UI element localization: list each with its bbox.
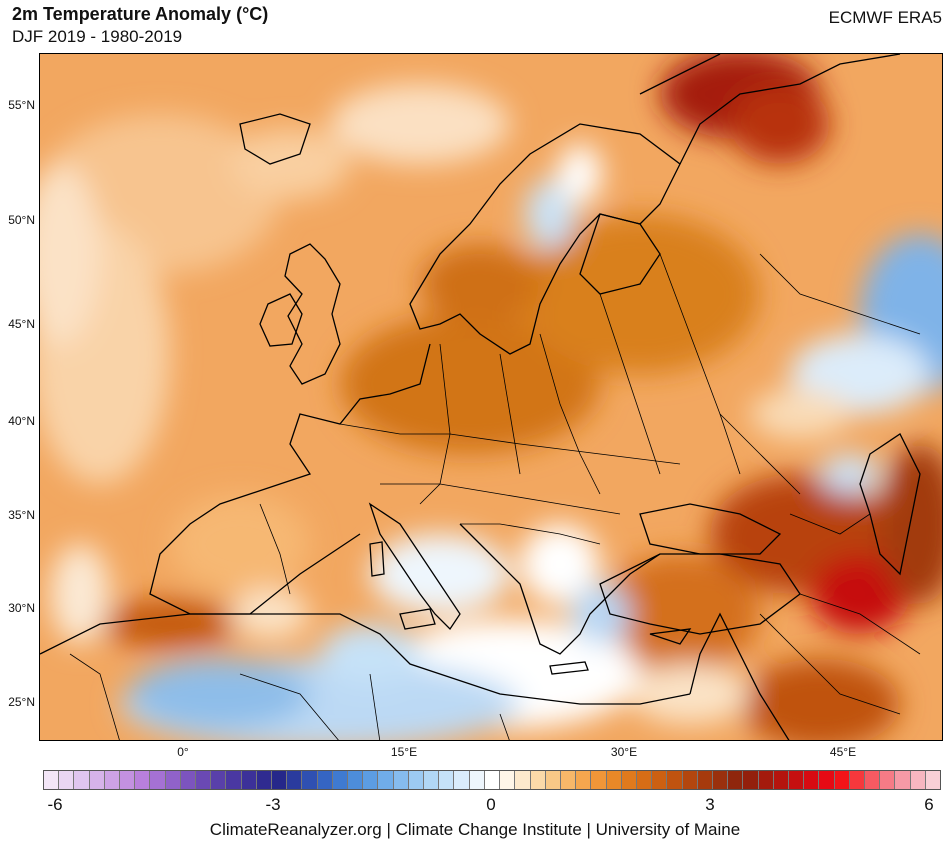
colorbar-swatch — [895, 771, 911, 789]
lat-label: 30°N — [8, 601, 35, 615]
colorbar-tick-label: -3 — [265, 795, 281, 814]
colorbar-swatch — [363, 771, 379, 789]
anomaly-field — [40, 54, 942, 740]
colorbar-swatch — [348, 771, 364, 789]
colorbar-swatch — [454, 771, 470, 789]
colorbar-swatch — [484, 771, 501, 789]
colorbar-swatch — [560, 771, 577, 789]
footer-credit: ClimateReanalyzer.org | Climate Change I… — [209, 820, 741, 839]
lat-label: 50°N — [8, 213, 35, 227]
colorbar-swatch — [378, 771, 394, 789]
lon-label: 45°E — [829, 745, 857, 759]
colorbar-swatch — [864, 771, 881, 789]
chart-subtitle: DJF 2019 - 1980-2019 — [12, 27, 183, 46]
colorbar-tick-label: 3 — [705, 795, 715, 814]
colorbar-swatch — [89, 771, 105, 789]
colorbar-swatch — [834, 771, 850, 789]
colorbar — [43, 770, 941, 790]
colorbar-swatch — [697, 771, 713, 789]
colorbar-swatch — [758, 771, 774, 789]
colorbar-swatch — [165, 771, 181, 789]
colorbar-swatch — [606, 771, 622, 789]
colorbar-swatch — [849, 771, 865, 789]
colorbar-swatch — [530, 771, 546, 789]
lat-label: 55°N — [8, 98, 35, 112]
lon-label: 15°E — [390, 745, 418, 759]
colorbar-swatch — [880, 771, 896, 789]
colorbar-swatch — [256, 771, 273, 789]
colorbar-swatch — [515, 771, 531, 789]
lat-label: 40°N — [8, 414, 35, 428]
colorbar-swatch — [910, 771, 926, 789]
colorbar-swatch — [74, 771, 90, 789]
map-canvas — [40, 54, 942, 740]
colorbar-swatch — [804, 771, 820, 789]
colorbar-swatch — [819, 771, 835, 789]
colorbar-swatch — [226, 771, 242, 789]
colorbar-swatch — [211, 771, 227, 789]
colorbar-swatch — [925, 771, 940, 789]
colorbar-swatch — [667, 771, 683, 789]
colorbar-swatch — [287, 771, 303, 789]
colorbar-swatch — [241, 771, 257, 789]
colorbar-swatch — [743, 771, 759, 789]
country-borders — [69, 253, 921, 740]
colorbar-swatch — [424, 771, 440, 789]
colorbar-tick-label: 0 — [486, 795, 496, 814]
colorbar-swatch — [545, 771, 561, 789]
colorbar-swatch — [196, 771, 212, 789]
colorbar-swatch — [317, 771, 333, 789]
colorbar-swatch — [44, 771, 60, 789]
lat-label: 45°N — [8, 317, 35, 331]
lat-label: 25°N — [8, 695, 35, 709]
colorbar-swatch — [712, 771, 729, 789]
lat-label: 35°N — [8, 508, 35, 522]
colorbar-swatch — [272, 771, 288, 789]
colorbar-swatch — [788, 771, 805, 789]
anomaly-map — [39, 53, 943, 741]
colorbar-swatch — [302, 771, 318, 789]
colorbar-tick-label: -6 — [47, 795, 63, 814]
colorbar-swatch — [332, 771, 349, 789]
colorbar-swatch — [773, 771, 789, 789]
colorbar-swatch — [180, 771, 197, 789]
lon-label: 30°E — [610, 745, 638, 759]
colorbar-swatch — [469, 771, 485, 789]
dataset-label: ECMWF ERA5 — [828, 8, 942, 27]
colorbar-swatch — [636, 771, 653, 789]
colorbar-swatch — [150, 771, 166, 789]
colorbar-swatch — [500, 771, 516, 789]
colorbar-swatch — [408, 771, 425, 789]
colorbar-swatch — [439, 771, 455, 789]
chart-title: 2m Temperature Anomaly (°C) — [12, 4, 269, 24]
colorbar-swatch — [652, 771, 668, 789]
colorbar-swatch — [728, 771, 744, 789]
coastlines — [40, 54, 921, 740]
colorbar-swatch — [120, 771, 136, 789]
colorbar-swatch — [104, 771, 121, 789]
colorbar-swatch — [59, 771, 75, 789]
colorbar-tick-label: 6 — [924, 795, 934, 814]
colorbar-swatch — [135, 771, 151, 789]
colorbar-swatch — [682, 771, 698, 789]
colorbar-swatch — [591, 771, 607, 789]
colorbar-swatch — [393, 771, 409, 789]
lon-label: 0° — [177, 745, 189, 759]
colorbar-swatch — [621, 771, 637, 789]
colorbar-swatch — [576, 771, 592, 789]
